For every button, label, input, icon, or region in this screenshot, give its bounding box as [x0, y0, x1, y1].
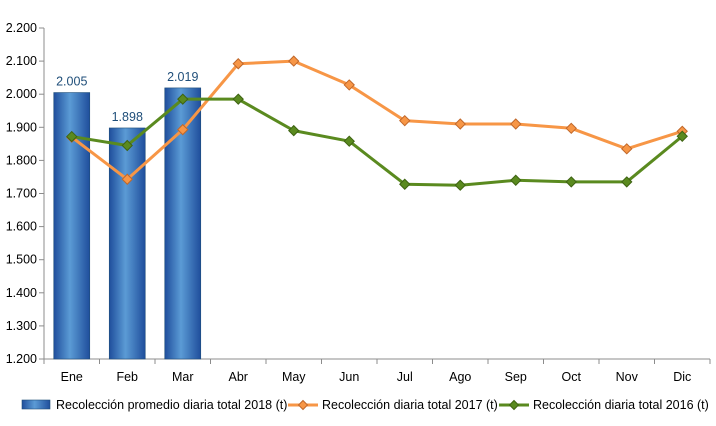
- line-point: [232, 58, 244, 70]
- line-point: [343, 79, 355, 91]
- legend-swatch-bar: [21, 399, 51, 410]
- line-point: [66, 130, 78, 143]
- x-tick-label: Ago: [449, 370, 471, 384]
- line-point: [454, 179, 466, 191]
- y-tick-label: 1.400: [6, 286, 37, 300]
- line-point: [177, 93, 189, 105]
- y-tick-label: 1.300: [6, 319, 37, 333]
- x-tick-label: Feb: [116, 370, 138, 384]
- x-tick-label: Sep: [505, 370, 527, 384]
- y-tick-label: 1.700: [6, 187, 37, 201]
- legend: Recolección promedio diaria total 2018 (…: [21, 398, 709, 412]
- line-point: [399, 178, 411, 190]
- y-tick-label: 2.100: [6, 54, 37, 68]
- legend-marker: [508, 399, 520, 411]
- line-point: [232, 93, 244, 105]
- line-point: [177, 123, 189, 136]
- x-tick-label: Nov: [616, 370, 639, 384]
- x-tick-label: Ene: [61, 370, 83, 384]
- y-tick-label: 1.600: [6, 220, 37, 234]
- line-point: [121, 139, 133, 152]
- legend-marker: [297, 399, 309, 411]
- bar-data-label: 2.005: [56, 75, 87, 89]
- line-point: [121, 173, 133, 185]
- y-tick-label: 1.900: [6, 120, 37, 134]
- x-tick-label: Jun: [339, 370, 359, 384]
- bar-data-label: 2.019: [167, 70, 198, 84]
- x-tick-label: Abr: [229, 370, 248, 384]
- y-tick-label: 1.800: [6, 153, 37, 167]
- bar-data-label: 1.898: [112, 110, 143, 124]
- x-tick-label: Jul: [397, 370, 413, 384]
- line-point: [621, 143, 633, 155]
- x-tick-label: Dic: [673, 370, 691, 384]
- line-point: [565, 176, 577, 188]
- line-point: [454, 118, 466, 130]
- line-point: [288, 124, 300, 137]
- legend-label: Recolección promedio diaria total 2018 (…: [56, 398, 287, 412]
- y-tick-label: 1.200: [6, 352, 37, 366]
- y-tick-label: 2.000: [6, 87, 37, 101]
- line-point: [343, 135, 355, 147]
- legend-label: Recolección diaria total 2016 (t): [533, 398, 709, 412]
- line-point: [565, 122, 577, 135]
- plot-area: 1.200 1.300 1.400 1.500 1.600 1.700 1.800 1.900…: [6, 21, 711, 384]
- series-line: [71, 97, 684, 187]
- line-point: [510, 118, 522, 130]
- y-tick-label: 2.200: [6, 21, 37, 35]
- series-line: [70, 59, 683, 181]
- y-tick-label: 1.500: [6, 253, 37, 267]
- x-tick-label: Mar: [172, 370, 194, 384]
- x-tick-label: Oct: [562, 370, 582, 384]
- line-point: [621, 176, 633, 188]
- bar: [108, 127, 146, 360]
- line-point: [288, 55, 300, 67]
- x-tick-label: May: [282, 370, 306, 384]
- legend-label: Recolección diaria total 2017 (t): [322, 398, 498, 412]
- line-point: [676, 130, 688, 142]
- line-point: [399, 114, 411, 127]
- line-point: [510, 174, 522, 186]
